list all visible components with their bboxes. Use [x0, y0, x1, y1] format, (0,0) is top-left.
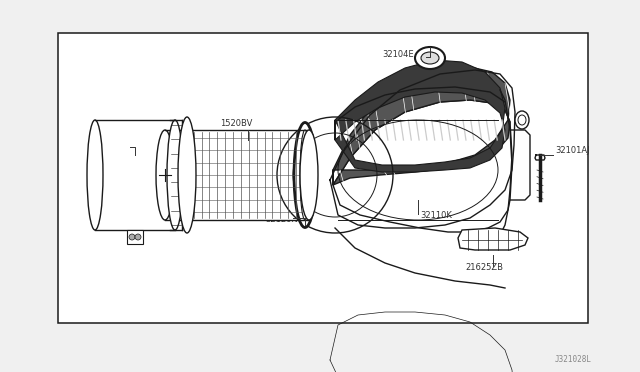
Polygon shape [458, 228, 528, 250]
Ellipse shape [156, 130, 174, 220]
Ellipse shape [300, 130, 310, 220]
Ellipse shape [415, 47, 445, 69]
Bar [95, 120, 175, 230]
Text: 32101AJ: 32101AJ [555, 146, 589, 155]
Text: 32120N: 32120N [265, 215, 298, 224]
Ellipse shape [178, 117, 196, 233]
Ellipse shape [87, 120, 103, 230]
Ellipse shape [300, 130, 318, 220]
Ellipse shape [421, 52, 439, 64]
Circle shape [129, 234, 135, 240]
Polygon shape [333, 67, 510, 185]
Text: 1520BV: 1520BV [220, 119, 252, 128]
Polygon shape [335, 60, 505, 172]
Text: 21625ZB: 21625ZB [465, 263, 503, 272]
Circle shape [135, 234, 141, 240]
Bar [165, 130, 309, 220]
Ellipse shape [515, 111, 529, 129]
Ellipse shape [167, 120, 183, 230]
Text: 31848Q: 31848Q [100, 136, 133, 145]
Ellipse shape [294, 122, 316, 228]
Bar [127, 230, 143, 244]
Polygon shape [333, 100, 512, 232]
Bar [58, 33, 588, 323]
Text: 32110K: 32110K [420, 211, 452, 220]
Text: 32104E: 32104E [382, 50, 413, 59]
Text: J321028L: J321028L [555, 355, 592, 364]
